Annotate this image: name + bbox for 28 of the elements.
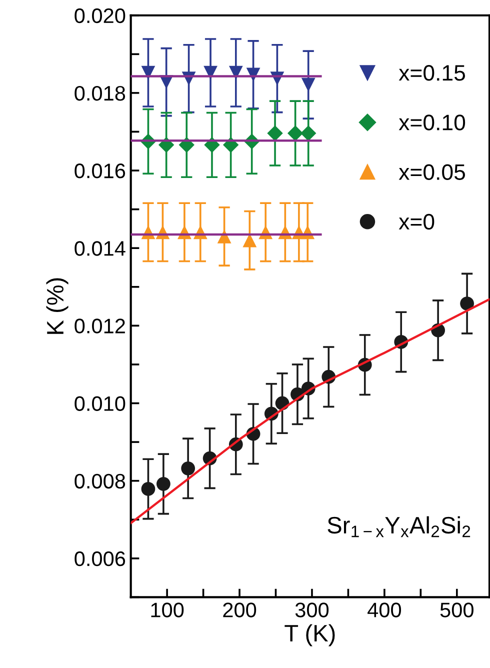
legend-label: x=0	[398, 214, 434, 230]
y-tick-label: 0.020	[74, 8, 126, 24]
x-tick-label: 500	[440, 602, 474, 618]
y-tick-label: 0.014	[74, 241, 126, 256]
point	[301, 78, 316, 92]
x-axis-title: T (K)	[284, 624, 335, 646]
x-tick-label: 400	[368, 602, 402, 618]
point	[267, 125, 283, 142]
y-tick-label: 0.018	[74, 86, 126, 101]
y-tick-label: 0.010	[74, 396, 126, 412]
point	[181, 461, 196, 476]
y-axis-title: K (%)	[46, 278, 68, 334]
x-tick-label: 100	[151, 602, 184, 618]
point	[287, 125, 304, 142]
point	[141, 482, 156, 496]
legend-label: x=0.15	[398, 65, 465, 81]
point	[156, 476, 170, 491]
y-tick-label: 0.016	[74, 164, 126, 178]
x-tick-label: 200	[223, 602, 256, 618]
point	[300, 125, 316, 142]
y-tick-label: 0.008	[74, 474, 126, 489]
legend-label: x=0.10	[398, 114, 466, 130]
y-tick-label: 0.012	[74, 318, 125, 334]
x-tick-label: 300	[295, 602, 329, 618]
annotation: Sr$_{1−x}$Y$_{x}$Al$_{2}$Si$_{2}$	[328, 516, 470, 538]
y-tick-label: 0.006	[74, 551, 126, 566]
legend-label: x=0.05	[398, 164, 465, 180]
point	[460, 296, 474, 311]
